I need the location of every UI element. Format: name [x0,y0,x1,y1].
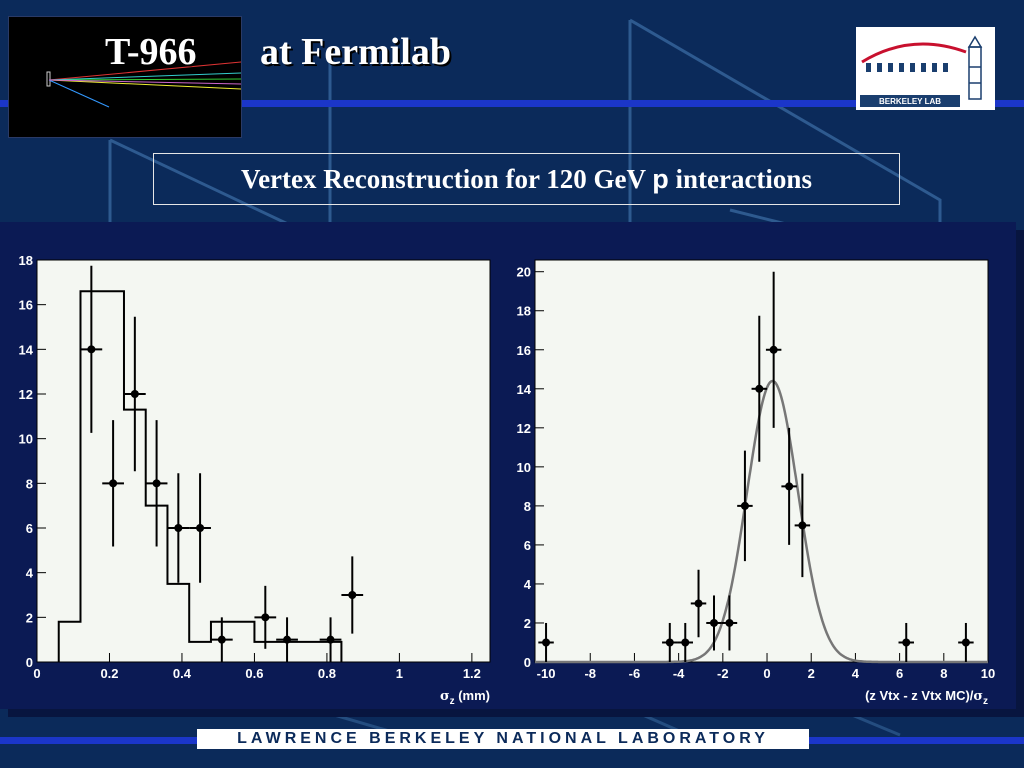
logo-text: BERKELEY LAB [879,97,941,106]
event-display-thumbnail [8,16,242,138]
chart2-y-tick-label: 20 [517,265,531,280]
chart1-data-point [196,524,205,532]
chart2-data-point [665,638,674,647]
berkeley-lab-logo: BERKELEY LAB [856,27,995,110]
chart2-plot-area [534,259,989,663]
chart1-data-point [152,479,161,488]
chart2-fit-curve [535,379,988,664]
chart2-y-tick-label: 8 [524,499,531,514]
chart2-data-point [740,501,749,510]
chart2-x-tick-label: -8 [584,666,596,681]
chart1-plot-area [36,259,491,663]
chart1-y-tick-label: 6 [26,521,33,536]
chart1-x-tick-label: 0.4 [173,666,192,681]
chart2-y-tick-label: 12 [517,421,531,436]
chart1-y-tick-label: 18 [19,253,33,268]
chart2-x-tick-label: 6 [896,666,903,681]
chart1-data-point [109,479,118,488]
chart1-y-tick-label: 8 [26,476,33,491]
chart2-x-tick-label: 10 [981,666,995,681]
slide-subtitle: Vertex Reconstruction for 120 GeV p inte… [153,153,900,205]
chart1-y-tick-label: 14 [19,342,34,357]
chart2-y-tick-label: 18 [517,304,531,319]
chart2-x-axis-label: (z Vtx - z Vtx MC)/σz [865,688,988,707]
title-location: at Fermilab [260,31,452,73]
title-experiment: T-966 [105,31,197,73]
chart2-data-point [769,345,778,354]
chart1-data-point [87,345,96,354]
chart1-data-point [348,591,357,599]
chart1-data-point [217,635,226,644]
chart1-data-point [283,635,292,644]
chart2-y-tick-label: 0 [524,655,531,670]
chart1-y-tick-label: 10 [19,432,33,447]
chart2-data-point [785,482,794,491]
chart1-y-tick-label: 2 [26,610,33,625]
chart1-x-tick-label: 0.8 [318,666,336,681]
chart2-x-tick-label: -4 [673,666,685,681]
chart2-data-point [709,618,718,627]
subtitle-prefix: Vertex Reconstruction for 120 GeV [241,163,653,194]
chart1-x-tick-label: 0.2 [100,666,118,681]
chart2-x-tick-label: 8 [940,666,947,681]
chart1-data-point [174,524,183,532]
chart2-y-tick-label: 16 [517,343,531,358]
chart1-y-tick-label: 12 [19,387,33,402]
chart1-x-tick-label: 1.2 [463,666,481,681]
chart2-y-tick-label: 10 [517,460,531,475]
chart1-histogram [57,290,343,662]
charts-canvas: 0 2 4 6 8 10 12 14 16 18 0 0.2 0.4 0.6 0.8 1 1.2 σz (mm) 0… [19,253,996,707]
chart2-y-tick-label: 2 [524,616,531,631]
chart2-x-tick-label: 2 [808,666,815,681]
chart2-data-point [681,638,690,647]
chart1-y-tick-label: 0 [26,655,33,670]
chart2-x-tick-label: 0 [763,666,770,681]
chart1-y-tick-label: 16 [19,298,33,313]
chart2-x-tick-label: -10 [537,666,556,681]
chart2-y-tick-label: 4 [524,577,532,592]
chart1-data-point [130,390,139,398]
chart2-data-point [755,384,764,393]
chart1-x-axis-label: σz (mm) [440,688,490,707]
footer-lab-name: LAWRENCE BERKELEY NATIONAL LABORATORY [197,729,809,749]
chart1-x-tick-label: 1 [396,666,403,681]
chart2-data-point [798,521,807,530]
chart2-data-point [542,638,551,647]
subtitle-suffix: interactions [668,163,812,194]
chart2-x-tick-label: -2 [717,666,729,681]
chart2-y-tick-label: 14 [517,382,532,397]
chart1-data-point [326,635,335,644]
chart2-data-point [694,599,703,608]
subtitle-particle: p [652,163,669,194]
header-accent-line [0,100,1024,107]
chart2-data-point [961,638,970,647]
chart2-data-point [725,618,734,627]
chart2-x-tick-label: -6 [629,666,641,681]
chart1-x-tick-label: 0.6 [245,666,263,681]
chart1-y-tick-label: 4 [26,566,34,581]
chart2-data-point [902,638,911,647]
chart1-x-tick-label: 0 [33,666,40,681]
chart1-data-point [261,613,270,622]
chart2-x-tick-label: 4 [852,666,860,681]
chart2-y-tick-label: 6 [524,538,531,553]
